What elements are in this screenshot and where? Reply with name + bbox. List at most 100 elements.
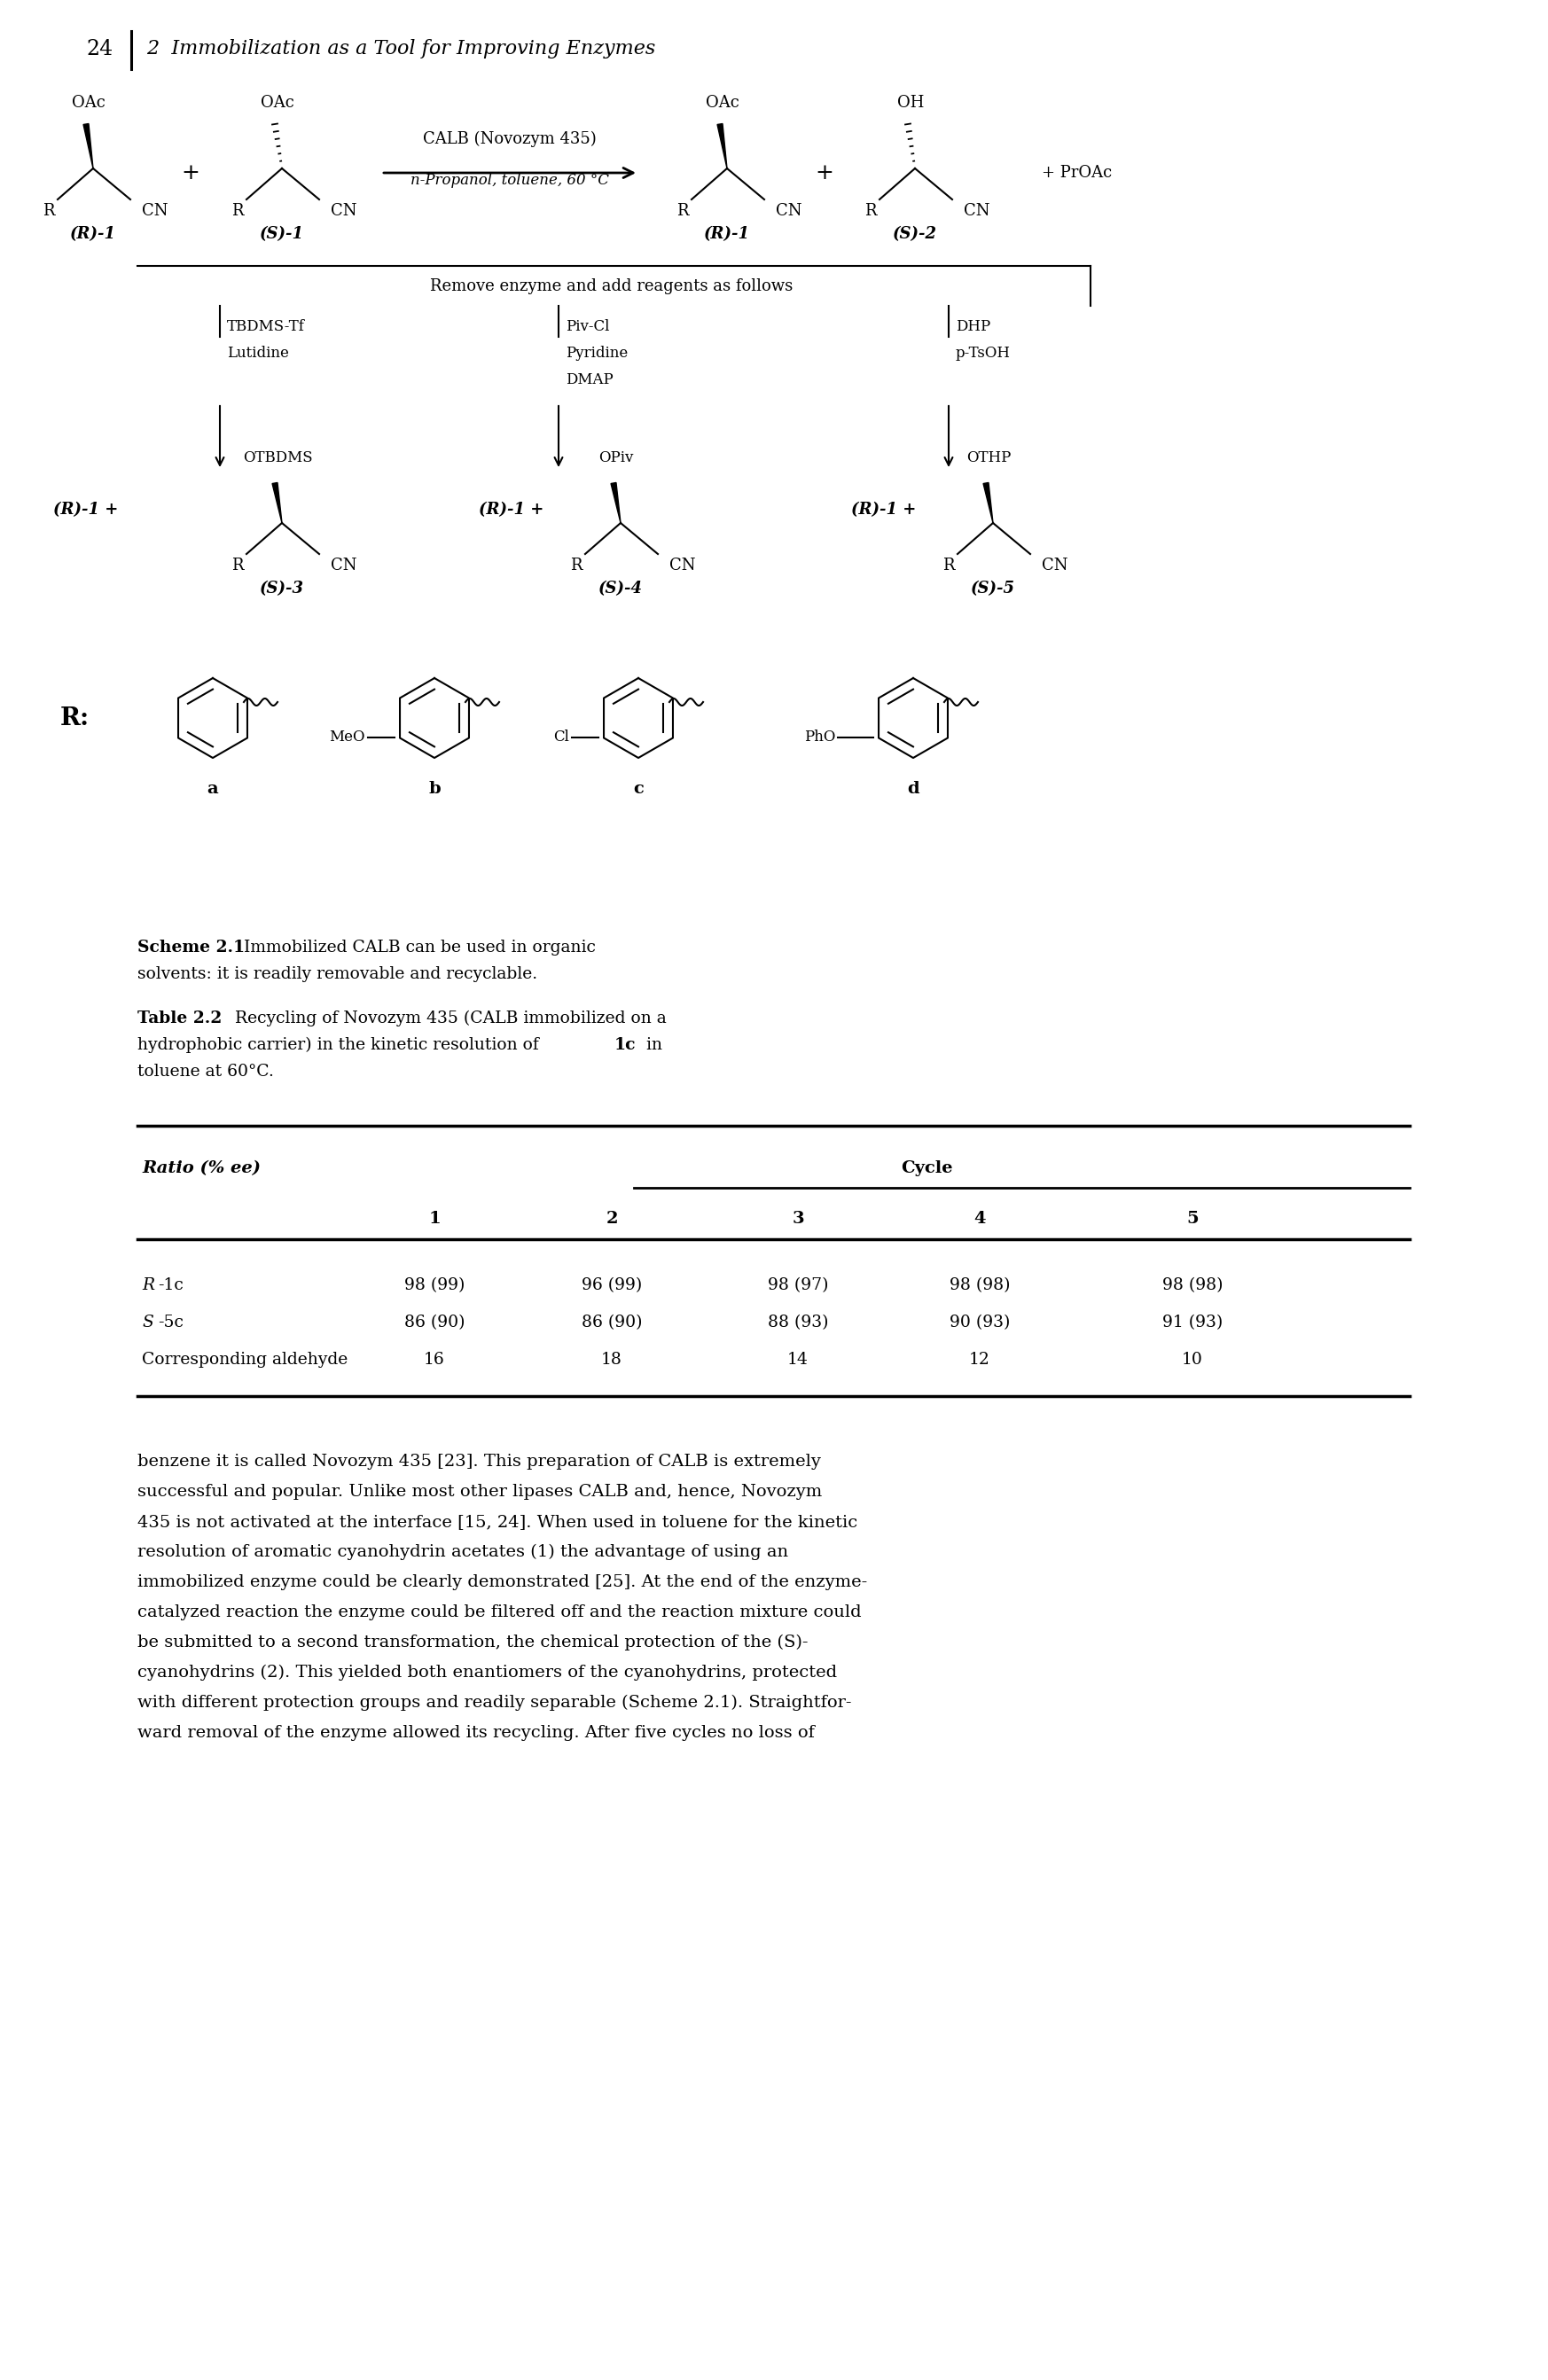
Text: Recycling of Novozym 435 (CALB immobilized on a: Recycling of Novozym 435 (CALB immobiliz… [224,1012,667,1026]
Text: 1: 1 [429,1211,441,1226]
Text: CN: CN [1042,557,1068,574]
Text: toluene at 60°C.: toluene at 60°C. [138,1064,274,1081]
Text: R: R [142,1278,155,1292]
Text: p-TsOH: p-TsOH [955,345,1011,362]
Text: benzene it is called Novozym 435 [23]. This preparation of CALB is extremely: benzene it is called Novozym 435 [23]. T… [138,1454,820,1471]
Text: 86 (90): 86 (90) [582,1314,642,1330]
Text: OPiv: OPiv [599,450,633,466]
Text: TBDMS-Tf: TBDMS-Tf [228,319,305,333]
Text: Ratio (% ee): Ratio (% ee) [142,1161,260,1176]
Polygon shape [611,483,621,524]
Polygon shape [983,483,992,524]
Text: R: R [43,202,54,219]
Text: R: R [943,557,955,574]
Text: resolution of aromatic cyanohydrin acetates (1) the advantage of using an: resolution of aromatic cyanohydrin aceta… [138,1545,788,1561]
Text: 86 (90): 86 (90) [404,1314,464,1330]
Text: 4: 4 [974,1211,986,1226]
Text: 98 (98): 98 (98) [949,1278,1009,1292]
Text: +: + [181,162,200,183]
Text: 96 (99): 96 (99) [582,1278,642,1292]
Text: OH: OH [898,95,924,112]
Text: (S)-5: (S)-5 [971,581,1015,597]
Text: in: in [641,1038,663,1052]
Text: R: R [232,202,243,219]
Text: 3: 3 [793,1211,803,1226]
Text: PhO: PhO [803,731,836,745]
Text: 24: 24 [87,38,113,60]
Text: 2: 2 [605,1211,618,1226]
Text: DMAP: DMAP [565,371,613,388]
Text: (R)-1 +: (R)-1 + [478,502,543,519]
Text: + PrOAc: + PrOAc [1042,164,1111,181]
Text: R: R [676,202,689,219]
Text: (R)-1: (R)-1 [70,226,116,243]
Text: 90 (93): 90 (93) [949,1314,1009,1330]
Text: -5c: -5c [158,1314,183,1330]
Text: OTHP: OTHP [966,450,1011,466]
Text: b: b [429,781,441,797]
Text: OAc: OAc [706,95,740,112]
Text: DHP: DHP [955,319,991,333]
Text: 98 (98): 98 (98) [1163,1278,1223,1292]
Text: immobilized enzyme could be clearly demonstrated [25]. At the end of the enzyme-: immobilized enzyme could be clearly demo… [138,1573,867,1590]
Text: successful and popular. Unlike most other lipases CALB and, hence, Novozym: successful and popular. Unlike most othe… [138,1483,822,1499]
Text: 1c: 1c [615,1038,636,1052]
Text: +: + [816,162,834,183]
Text: 18: 18 [601,1352,622,1368]
Text: hydrophobic carrier) in the kinetic resolution of: hydrophobic carrier) in the kinetic reso… [138,1038,545,1054]
Text: d: d [907,781,920,797]
Text: 91 (93): 91 (93) [1163,1314,1223,1330]
Text: R: R [865,202,876,219]
Polygon shape [84,124,93,169]
Text: Cl: Cl [553,731,570,745]
Text: Corresponding aldehyde: Corresponding aldehyde [142,1352,348,1368]
Text: OTBDMS: OTBDMS [243,450,313,466]
Text: OAc: OAc [71,95,105,112]
Text: Pyridine: Pyridine [565,345,628,362]
Text: (S)-4: (S)-4 [599,581,642,597]
Text: Lutidine: Lutidine [228,345,289,362]
Text: CALB (Novozym 435): CALB (Novozym 435) [423,131,596,148]
Text: (S)-1: (S)-1 [260,226,303,243]
Text: CN: CN [776,202,802,219]
Text: S: S [142,1314,153,1330]
Text: ward removal of the enzyme allowed its recycling. After five cycles no loss of: ward removal of the enzyme allowed its r… [138,1726,814,1740]
Text: c: c [633,781,644,797]
Text: (S)-2: (S)-2 [893,226,937,243]
Text: OAc: OAc [260,95,294,112]
Text: 98 (97): 98 (97) [768,1278,828,1292]
Text: R: R [232,557,243,574]
Text: n-Propanol, toluene, 60 °C: n-Propanol, toluene, 60 °C [410,174,608,188]
Text: MeO: MeO [330,731,365,745]
Text: R: R [570,557,582,574]
Text: 10: 10 [1181,1352,1203,1368]
Text: Piv-Cl: Piv-Cl [565,319,610,333]
Text: 2  Immobilization as a Tool for Improving Enzymes: 2 Immobilization as a Tool for Improving… [147,38,655,60]
Text: Cycle: Cycle [901,1161,952,1176]
Text: (S)-3: (S)-3 [260,581,303,597]
Text: CN: CN [331,202,358,219]
Text: cyanohydrins (2). This yielded both enantiomers of the cyanohydrins, protected: cyanohydrins (2). This yielded both enan… [138,1664,837,1680]
Text: (R)-1 +: (R)-1 + [53,502,118,519]
Text: (R)-1 +: (R)-1 + [851,502,916,519]
Text: solvents: it is readily removable and recyclable.: solvents: it is readily removable and re… [138,966,537,983]
Text: -1c: -1c [158,1278,183,1292]
Text: 98 (99): 98 (99) [404,1278,464,1292]
Text: CN: CN [669,557,695,574]
Text: 14: 14 [788,1352,808,1368]
Text: R:: R: [60,707,90,731]
Text: Table 2.2: Table 2.2 [138,1012,221,1026]
Text: Immobilized CALB can be used in organic: Immobilized CALB can be used in organic [234,940,596,954]
Text: Remove enzyme and add reagents as follows: Remove enzyme and add reagents as follow… [430,278,793,295]
Text: 435 is not activated at the interface [15, 24]. When used in toluene for the kin: 435 is not activated at the interface [1… [138,1514,858,1530]
Text: be submitted to a second transformation, the chemical protection of the (S)-: be submitted to a second transformation,… [138,1635,808,1652]
Polygon shape [717,124,728,169]
Text: CN: CN [964,202,989,219]
Text: catalyzed reaction the enzyme could be filtered off and the reaction mixture cou: catalyzed reaction the enzyme could be f… [138,1604,861,1621]
Text: Scheme 2.1: Scheme 2.1 [138,940,245,954]
Text: 88 (93): 88 (93) [768,1314,828,1330]
Text: (R)-1: (R)-1 [704,226,751,243]
Polygon shape [272,483,282,524]
Text: 5: 5 [1186,1211,1198,1226]
Text: CN: CN [142,202,169,219]
